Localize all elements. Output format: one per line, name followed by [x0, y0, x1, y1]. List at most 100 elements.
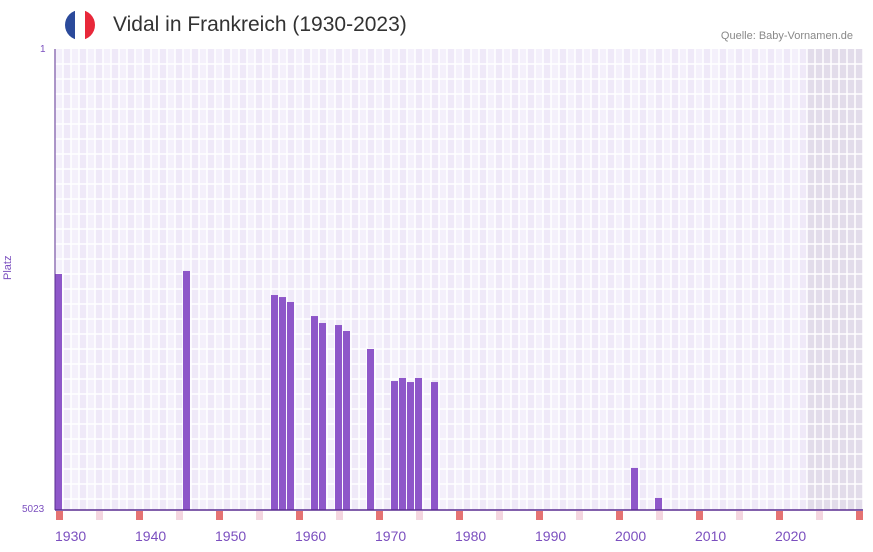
grid-column	[847, 49, 855, 510]
bar-1973	[399, 377, 406, 510]
decade-marker	[536, 511, 543, 520]
x-tick-label: 2000	[615, 528, 646, 544]
bar-1962	[311, 316, 318, 510]
grid-column	[335, 49, 343, 510]
x-tick-label: 2020	[775, 528, 806, 544]
grid-column	[71, 49, 79, 510]
grid-column	[655, 49, 663, 510]
decade-marker	[656, 511, 663, 520]
x-tick-label: 1980	[455, 528, 486, 544]
grid-column	[151, 49, 159, 510]
grid-column	[79, 49, 87, 510]
grid-column	[159, 49, 167, 510]
bar-1974	[407, 382, 414, 510]
bar-1959	[287, 301, 294, 510]
grid-column	[447, 49, 455, 510]
grid-column	[143, 49, 151, 510]
grid-column	[591, 49, 599, 510]
grid-column	[607, 49, 615, 510]
grid-column	[527, 49, 535, 510]
grid-column	[471, 49, 479, 510]
grid-column	[343, 49, 351, 510]
grid-column	[831, 49, 839, 510]
decade-marker	[816, 511, 823, 520]
decade-marker	[136, 511, 143, 520]
grid-column	[351, 49, 359, 510]
bar-1963	[319, 323, 326, 510]
grid-column	[279, 49, 287, 510]
grid-column	[63, 49, 71, 510]
grid-column	[687, 49, 695, 510]
decade-marker	[176, 511, 183, 520]
source-link[interactable]: Quelle: Baby-Vornamen.de	[720, 30, 853, 42]
grid-column	[247, 49, 255, 510]
grid-column	[423, 49, 431, 510]
grid-column	[479, 49, 487, 510]
bar-1977	[431, 382, 438, 510]
grid-column	[303, 49, 311, 510]
grid-column	[103, 49, 111, 510]
grid-column	[367, 49, 375, 510]
grid-column	[735, 49, 743, 510]
grid-column	[255, 49, 263, 510]
grid-column	[615, 49, 623, 510]
grid-column	[95, 49, 103, 510]
grid-column	[759, 49, 767, 510]
grid-column	[623, 49, 631, 510]
decade-marker	[696, 511, 703, 520]
decade-marker	[376, 511, 383, 520]
decade-marker	[336, 511, 343, 520]
grid-column	[111, 49, 119, 510]
grid-column	[87, 49, 95, 510]
grid-column	[407, 49, 415, 510]
grid-column	[319, 49, 327, 510]
grid-column	[679, 49, 687, 510]
grid-column	[599, 49, 607, 510]
bar-2005	[655, 497, 662, 510]
grid-column	[791, 49, 799, 510]
x-tick-label: 1990	[535, 528, 566, 544]
grid-column	[327, 49, 335, 510]
grid-column	[487, 49, 495, 510]
grid-column	[551, 49, 559, 510]
grid-column	[287, 49, 295, 510]
grid-column	[199, 49, 207, 510]
grid-column	[239, 49, 247, 510]
decade-marker	[296, 511, 303, 520]
grid-column	[383, 49, 391, 510]
decade-marker	[576, 511, 583, 520]
grid-column	[399, 49, 407, 510]
grid-column	[767, 49, 775, 510]
decade-marker	[456, 511, 463, 520]
decade-marker	[216, 511, 223, 520]
bar-1975	[415, 377, 422, 510]
grid-column	[119, 49, 127, 510]
decade-marker	[416, 511, 423, 520]
grid-column	[775, 49, 783, 510]
grid-column	[695, 49, 703, 510]
grid-column	[783, 49, 791, 510]
grid-column	[839, 49, 847, 510]
decade-marker	[56, 511, 63, 520]
bar-1969	[367, 348, 374, 510]
bar-1946	[183, 270, 190, 510]
grid-column	[855, 49, 863, 510]
grid-column	[743, 49, 751, 510]
bar-1972	[391, 381, 398, 510]
decade-marker	[776, 511, 783, 520]
grid-column	[639, 49, 647, 510]
grid-column	[135, 49, 143, 510]
x-tick-label: 1960	[295, 528, 326, 544]
grid-column	[575, 49, 583, 510]
grid-column	[727, 49, 735, 510]
grid-column	[223, 49, 231, 510]
bar-1957	[271, 295, 278, 510]
decade-marker	[496, 511, 503, 520]
grid-column	[583, 49, 591, 510]
grid-column	[391, 49, 399, 510]
grid-column	[511, 49, 519, 510]
grid-column	[751, 49, 759, 510]
bar-1958	[279, 297, 286, 510]
